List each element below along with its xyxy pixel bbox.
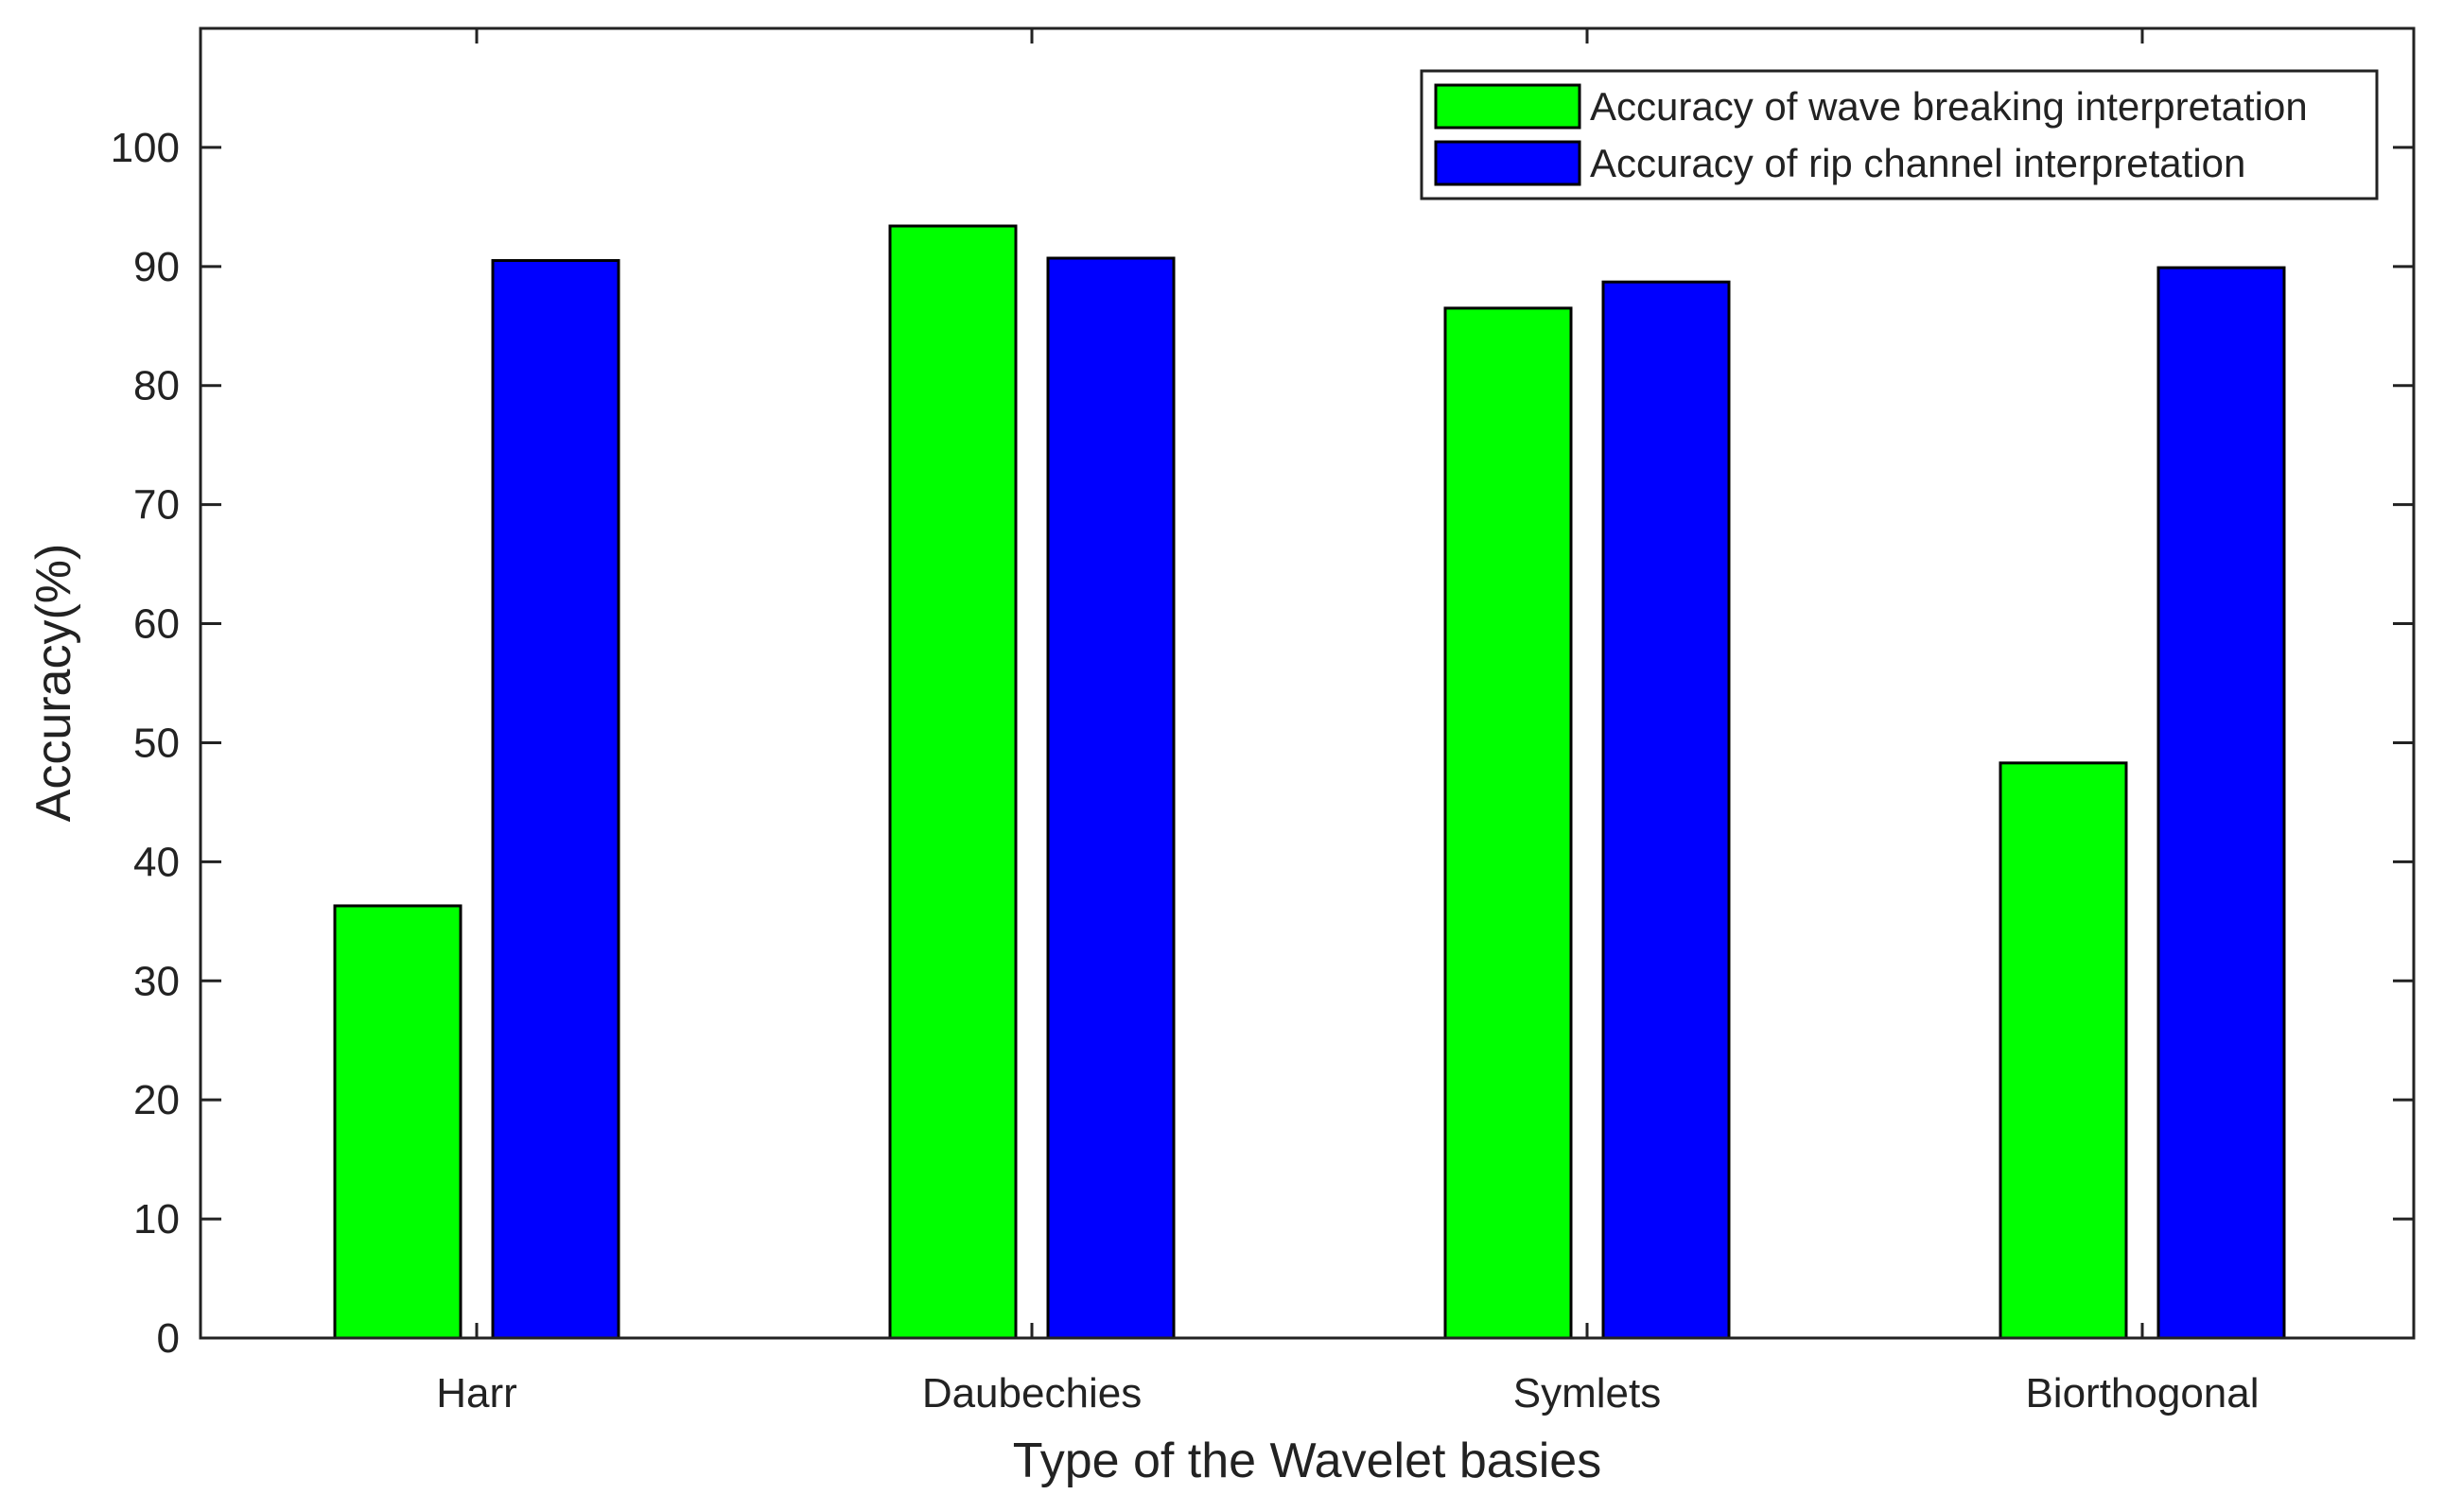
y-tick-label: 100 — [111, 125, 180, 171]
legend-swatch-wave-breaking — [1434, 83, 1581, 130]
legend-label-wave-breaking: Accuracy of wave breaking interpretation — [1590, 84, 2308, 129]
bar-rip-channel-symlets — [1601, 280, 1731, 1340]
legend: Accuracy of wave breaking interpretation… — [1420, 69, 2379, 200]
legend-label-rip-channel: Accuracy of rip channel interpretation — [1590, 141, 2245, 185]
x-axis-label: Type of the Wavelet basies — [1013, 1434, 1601, 1488]
y-tick-label: 70 — [133, 482, 180, 529]
bar-wave-breaking-symlets — [1443, 306, 1573, 1340]
x-tick-label: Symlets — [1513, 1370, 1661, 1416]
bar-wave-breaking-daubechies — [888, 224, 1018, 1340]
bar-rip-channel-harr — [491, 259, 620, 1340]
y-tick-label: 40 — [133, 839, 180, 885]
y-tick-label: 60 — [133, 601, 180, 648]
x-tick-label: Daubechies — [922, 1370, 1142, 1416]
x-tick-label: Biorthogonal — [2025, 1370, 2259, 1416]
bars-group — [333, 224, 2286, 1340]
y-tick-label: 20 — [133, 1077, 180, 1123]
bar-wave-breaking-biorthogonal — [1999, 761, 2128, 1340]
x-tick-label: Harr — [436, 1370, 517, 1416]
axes-box — [199, 26, 2416, 1340]
y-tick-label: 80 — [133, 363, 180, 409]
y-tick-label: 30 — [133, 958, 180, 1004]
y-tick-label: 0 — [157, 1315, 180, 1362]
bar-rip-channel-biorthogonal — [2156, 266, 2286, 1340]
y-tick-label: 90 — [133, 244, 180, 290]
y-tick-label: 50 — [133, 720, 180, 766]
bar-rip-channel-daubechies — [1046, 256, 1176, 1340]
y-tick-label: 10 — [133, 1196, 180, 1243]
y-axis-label: Accuracy(%) — [26, 544, 81, 823]
legend-swatch-rip-channel — [1434, 140, 1581, 186]
ticks-group: Harr Daubechies Symlets Biorthogonal 0 10 20 30… — [111, 28, 2414, 1416]
bar-wave-breaking-harr — [333, 904, 463, 1340]
